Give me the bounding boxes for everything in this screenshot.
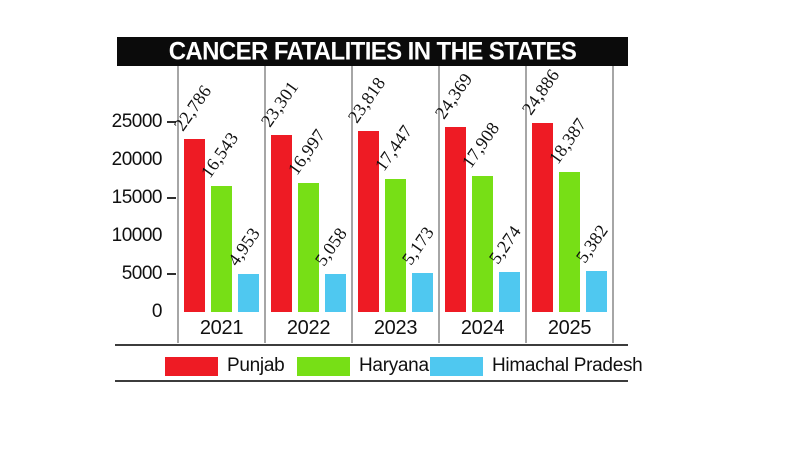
y-axis-tick-label: 15000 bbox=[111, 187, 163, 208]
bar-himachal-pradesh bbox=[412, 272, 433, 312]
legend-item-haryana: Haryana bbox=[297, 355, 429, 377]
bar-himachal-pradesh bbox=[325, 273, 346, 312]
year-group-2024: 24,369 17,908 5,274 2024 bbox=[431, 66, 526, 343]
group-divider-line bbox=[264, 66, 266, 343]
legend-label: Himachal Pradesh bbox=[492, 355, 643, 376]
bar-haryana bbox=[211, 186, 232, 312]
group-divider-line bbox=[612, 66, 614, 343]
year-group-2025: 24,886 18,387 5,382 2025 bbox=[518, 65, 613, 343]
bar-punjab bbox=[184, 138, 205, 312]
x-axis-label-2025: 2025 bbox=[547, 317, 592, 339]
y-axis-tick-mark bbox=[167, 273, 176, 275]
bar-punjab bbox=[532, 122, 553, 312]
y-axis-tick-label: 10000 bbox=[111, 225, 163, 246]
y-axis-tick-label: 0 bbox=[151, 301, 163, 322]
y-axis-tick-label: 25000 bbox=[111, 111, 163, 132]
bar-punjab bbox=[271, 134, 292, 312]
legend-label: Haryana bbox=[359, 355, 429, 376]
chart-title: CANCER FATALITIES IN THE STATES bbox=[168, 36, 577, 66]
bar-himachal-pradesh bbox=[238, 274, 259, 312]
x-axis-label-2021: 2021 bbox=[199, 317, 244, 339]
separator-line-bottom bbox=[115, 380, 628, 382]
legend-item-himachal-pradesh: Himachal Pradesh bbox=[430, 355, 643, 377]
y-axis-tick-label: 5000 bbox=[121, 263, 163, 284]
legend-label: Punjab bbox=[227, 355, 285, 376]
bar-haryana bbox=[298, 182, 319, 312]
bar-himachal-pradesh bbox=[586, 271, 607, 312]
y-axis-tick-mark bbox=[167, 121, 176, 123]
group-divider-line bbox=[177, 66, 179, 343]
group-divider-line bbox=[351, 66, 353, 343]
bar-punjab bbox=[445, 126, 466, 312]
legend-swatch bbox=[297, 356, 350, 376]
bar-haryana bbox=[385, 179, 406, 312]
year-group-2021: 22,786 16,543 4,953 2021 bbox=[170, 66, 265, 343]
separator-line-top bbox=[115, 344, 628, 346]
legend-item-punjab: Punjab bbox=[165, 355, 285, 377]
chart-title-bar: CANCER FATALITIES IN THE STATES bbox=[117, 37, 628, 66]
x-axis-label-2023: 2023 bbox=[373, 317, 418, 339]
x-axis-label-2024: 2024 bbox=[460, 317, 505, 339]
group-divider-line bbox=[525, 66, 527, 343]
bar-haryana bbox=[472, 175, 493, 312]
group-divider-line bbox=[438, 66, 440, 343]
plot-area: 22,786 16,543 4,953 2021 23,301 16,997 5,058 20… bbox=[170, 65, 614, 343]
year-group-2023: 23,818 17,447 5,173 2023 bbox=[344, 66, 439, 343]
y-axis-tick-label: 20000 bbox=[111, 149, 163, 170]
legend-swatch bbox=[165, 356, 218, 376]
legend-swatch bbox=[430, 356, 483, 376]
y-axis-tick-mark bbox=[167, 197, 176, 199]
bar-himachal-pradesh bbox=[499, 271, 520, 312]
x-axis-label-2022: 2022 bbox=[286, 317, 331, 339]
year-group-2022: 23,301 16,997 5,058 2022 bbox=[257, 66, 352, 343]
bar-punjab bbox=[358, 131, 379, 312]
bar-haryana bbox=[559, 172, 580, 312]
